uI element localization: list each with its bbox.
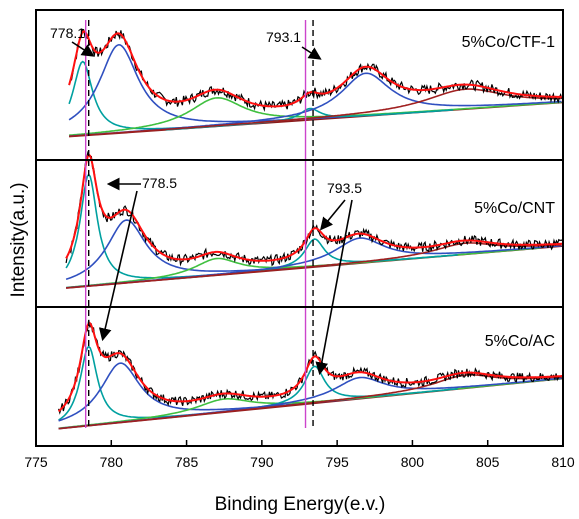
- x-tick-label: 810: [551, 454, 575, 470]
- x-tick-label: 780: [100, 454, 124, 470]
- annotation-793-5: 793.5: [327, 180, 362, 196]
- y-axis-title: Intensity(a.u.): [8, 182, 29, 297]
- panel-label-cnt: 5%Co/CNT: [474, 200, 555, 217]
- annotation-arrows: [71, 41, 353, 376]
- x-tick-label: 805: [476, 454, 500, 470]
- panel-2: [57, 319, 564, 430]
- annotation-arrow-1: [301, 46, 322, 60]
- annotation-arrow-5: [315, 199, 353, 376]
- panel-label-ctf1: 5%Co/CTF-1: [462, 34, 555, 51]
- raw-data-line: [68, 28, 563, 112]
- annotation-778-5: 778.5: [142, 175, 177, 191]
- panel-0: [68, 28, 564, 138]
- component-peak-5: [69, 88, 562, 138]
- envelope-fit-line: [57, 322, 563, 413]
- annotation-778-1: 778.1: [50, 25, 85, 41]
- envelope-fit-line: [68, 30, 562, 108]
- x-tick-label: 790: [250, 454, 274, 470]
- x-tick-label: 795: [325, 454, 349, 470]
- component-peak-2: [66, 247, 541, 289]
- envelope-fit-line: [65, 153, 563, 262]
- plot-frame: [35, 9, 564, 447]
- component-peak-5: [58, 374, 562, 430]
- x-axis-ticks: 775 780 785 790 795 800 805 810: [24, 440, 575, 470]
- x-tick-label: 800: [401, 454, 425, 470]
- annotation-arrow-4: [319, 199, 346, 231]
- panels-group: [57, 28, 564, 430]
- component-peak-5: [66, 242, 562, 289]
- component-peak-2: [69, 96, 562, 136]
- x-tick-label: 775: [24, 454, 48, 470]
- component-peak-2: [58, 377, 562, 429]
- annotation-arrow-3: [98, 190, 138, 342]
- x-axis-title: Binding Energy(e.v.): [215, 494, 386, 515]
- annotation-793-1: 793.1: [266, 29, 301, 45]
- component-peak-1: [68, 43, 407, 123]
- annotation-arrow-0: [71, 41, 95, 57]
- panel-1: [65, 150, 564, 289]
- reference-lines: [84, 20, 314, 428]
- x-tick-label: 785: [175, 454, 199, 470]
- panel-label-ac: 5%Co/AC: [485, 333, 555, 350]
